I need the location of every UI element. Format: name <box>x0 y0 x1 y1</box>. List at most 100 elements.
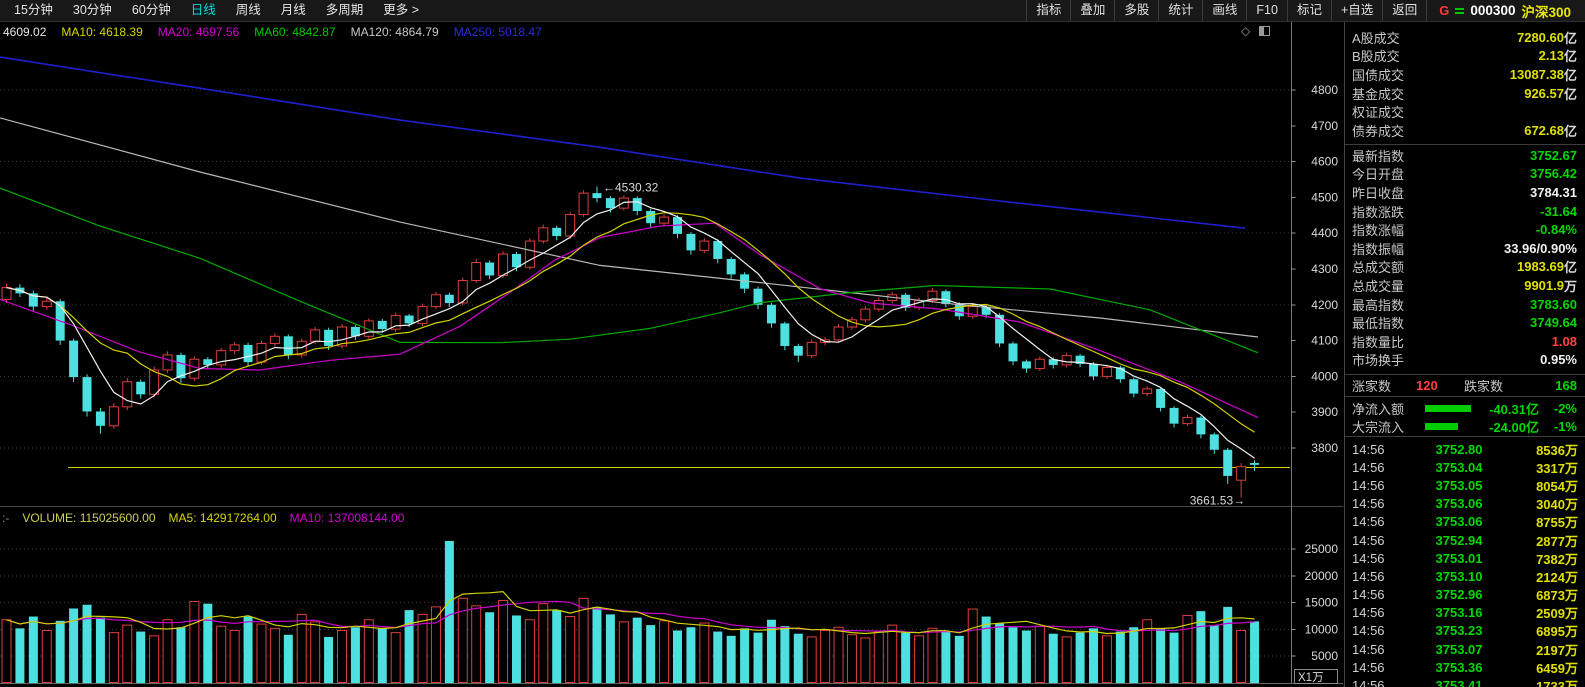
tool-button[interactable]: 多股 <box>1114 0 1158 21</box>
tick-row: 14:56 3753.07 2197万 <box>1345 640 1585 658</box>
row-value: 3752.67 <box>1530 147 1577 163</box>
volume-axis-label: 10000 <box>1305 622 1339 636</box>
row-unit: 亿 <box>1563 86 1577 102</box>
price-axis-label: 3900 <box>1311 405 1338 419</box>
flows-section: 净流入额 -40.31亿 -2% 大宗流入 -24.00亿 -1% <box>1345 399 1585 436</box>
row-label: 总成交量 <box>1352 278 1405 294</box>
panel-row: 总成交量 9901.9 万 <box>1345 276 1585 295</box>
price-axis-label: 4400 <box>1311 226 1338 240</box>
price-ma-header: 4609.02 MA10: 4618.39 MA20: 4697.56 MA60: 4… <box>3 25 542 39</box>
tick-volume: 8755万 <box>1536 515 1578 531</box>
ma-value-label: MA60: 4842.87 <box>254 25 336 39</box>
panel-row: 国债成交 13087.38 亿 <box>1345 65 1585 84</box>
tick-volume: 2877万 <box>1536 533 1578 549</box>
row-label: 最低指数 <box>1352 316 1405 332</box>
tick-volume: 1733万 <box>1536 679 1578 687</box>
price-axis-label: 4100 <box>1311 334 1338 348</box>
price-axis-label: 3800 <box>1311 441 1338 455</box>
tick-time: 14:56 <box>1352 587 1385 603</box>
list-lines-icon <box>1455 6 1465 16</box>
tool-button[interactable]: 指标 <box>1026 0 1070 21</box>
tool-button[interactable]: F10 <box>1246 0 1287 21</box>
row-value: 3783.60 <box>1530 296 1577 312</box>
tick-volume: 6895万 <box>1536 624 1578 640</box>
tool-button[interactable]: 返回 <box>1382 0 1428 21</box>
panel-row: 最高指数 3783.60 <box>1345 295 1585 314</box>
tick-price: 3753.16 <box>1435 605 1483 621</box>
diamond-icon[interactable]: ◇ <box>1241 24 1251 38</box>
tick-row: 14:56 3753.10 2124万 <box>1345 567 1585 585</box>
flow-percent: -2% <box>1553 400 1577 416</box>
row-label: A股成交 <box>1352 30 1400 46</box>
row-label: 指数涨幅 <box>1352 223 1405 239</box>
panel-toggle-icon[interactable] <box>1259 26 1271 36</box>
tick-volume: 3317万 <box>1536 460 1578 476</box>
tool-button[interactable]: 画线 <box>1202 0 1246 21</box>
tick-time: 14:56 <box>1352 441 1385 457</box>
period-tab[interactable]: 15分钟 <box>14 3 53 17</box>
low-annotation: 3661.53→ <box>1190 494 1245 508</box>
period-tab[interactable]: 更多 > <box>383 3 420 17</box>
period-tab[interactable]: 60分钟 <box>131 3 171 17</box>
tick-time: 14:56 <box>1352 659 1385 675</box>
breadth-section: 涨家数 120 跌家数 168 <box>1345 376 1585 395</box>
row-value: 926.57 <box>1524 85 1564 101</box>
row-unit: 万 <box>1563 278 1577 294</box>
row-label: 总成交额 <box>1352 260 1405 276</box>
row-value: 9901.9 <box>1524 277 1564 293</box>
row-value: 3756.42 <box>1530 166 1577 182</box>
divider <box>1345 144 1585 145</box>
tick-price: 3752.80 <box>1435 441 1483 457</box>
tick-row: 14:56 3752.96 6873万 <box>1345 586 1585 604</box>
period-tab[interactable]: 30分钟 <box>72 3 112 17</box>
period-tab[interactable]: 周线 <box>235 3 261 17</box>
row-label: 最高指数 <box>1352 297 1405 313</box>
breadth-row: 涨家数 120 跌家数 168 <box>1345 376 1585 395</box>
flow-value: -40.31亿 <box>1489 401 1539 417</box>
row-value: 672.68 <box>1524 122 1564 138</box>
tick-volume: 8054万 <box>1536 478 1578 494</box>
tick-time: 14:56 <box>1352 496 1385 512</box>
tick-price: 3753.04 <box>1435 459 1483 475</box>
divider <box>1345 436 1585 437</box>
tick-time: 14:56 <box>1352 678 1385 687</box>
volume-axis-label: 5000 <box>1311 649 1338 663</box>
row-label: 市场换手 <box>1352 353 1405 369</box>
tick-row: 14:56 3753.36 6459万 <box>1345 658 1585 676</box>
candlestick-chart[interactable]: ←4530.32 3661.53→ 4800 4700 4600 4500 4400 4300… <box>0 22 1345 687</box>
tick-volume: 8536万 <box>1536 442 1578 458</box>
volume-ma-header: :- VOLUME: 115025600.00 MA5: 142917264.00 M… <box>2 511 404 525</box>
symbol-info: G 000300 沪深300 <box>1439 1 1571 21</box>
tick-row: 14:56 3753.23 6895万 <box>1345 622 1585 640</box>
tick-time: 14:56 <box>1352 623 1385 639</box>
tick-price: 3753.10 <box>1435 568 1483 584</box>
period-tab[interactable]: 月线 <box>280 3 306 17</box>
row-unit: 亿 <box>1563 30 1577 46</box>
tool-button[interactable]: 统计 <box>1158 0 1202 21</box>
row-unit: 亿 <box>1563 67 1577 83</box>
row-unit: 亿 <box>1563 260 1577 276</box>
tick-price: 3753.01 <box>1435 550 1483 566</box>
tool-button[interactable]: +自选 <box>1330 0 1382 21</box>
row-label: 今日开盘 <box>1352 167 1405 183</box>
tick-list[interactable]: 14:56 3752.80 8536万 14:56 3753.04 3317万 14:56 3… <box>1345 440 1585 687</box>
period-tab[interactable]: 日线 <box>190 3 216 17</box>
tick-price: 3753.07 <box>1435 641 1483 657</box>
tool-button[interactable]: 标记 <box>1286 0 1331 21</box>
tick-volume: 3040万 <box>1536 497 1578 513</box>
g-flag: G <box>1439 3 1450 18</box>
price-axis-label: 4700 <box>1311 119 1338 133</box>
price-axis-label: 4000 <box>1311 369 1338 383</box>
tool-button[interactable]: 叠加 <box>1070 0 1114 21</box>
row-value: -0.84% <box>1535 222 1577 238</box>
tick-price: 3753.23 <box>1435 623 1483 639</box>
tick-price: 3753.06 <box>1435 514 1483 530</box>
ma-value-label: MA10: 4618.39 <box>61 25 143 39</box>
tick-row: 14:56 3753.06 8755万 <box>1345 513 1585 531</box>
volume-unit-label: X1万 <box>1298 672 1324 684</box>
ma-value-label: MA250: 5018.47 <box>453 25 542 39</box>
row-value: 3749.64 <box>1530 315 1577 331</box>
flow-row: 大宗流入 -24.00亿 -1% <box>1345 418 1585 437</box>
period-tab[interactable]: 多周期 <box>325 3 364 17</box>
row-value: -31.64 <box>1540 203 1577 219</box>
